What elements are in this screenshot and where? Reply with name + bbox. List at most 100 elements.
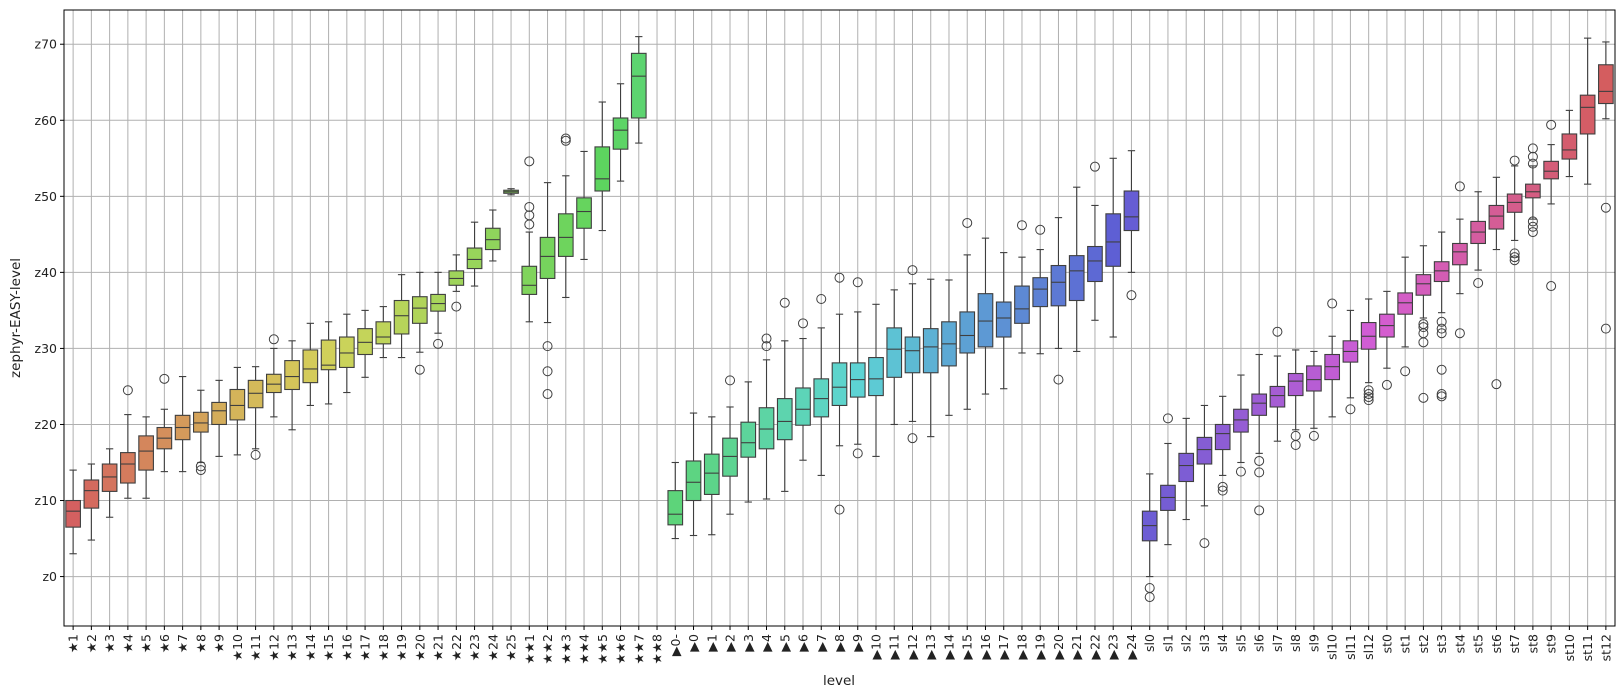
- outlier-point: [1089, 161, 1100, 172]
- box-iqr: [977, 293, 994, 348]
- box-iqr: [120, 452, 136, 484]
- outlier-point: [816, 293, 827, 304]
- outlier-point: [268, 334, 279, 345]
- box-iqr: [320, 339, 337, 371]
- outlier-point: [725, 375, 736, 386]
- box-75: [1433, 231, 1450, 402]
- x-tick-label: ▶20: [1051, 634, 1066, 660]
- outlier-point: [834, 272, 845, 283]
- x-tick-label: ▶6: [796, 634, 811, 652]
- x-tick-label: ▶22: [1087, 634, 1102, 660]
- x-tick-label: ★13: [285, 634, 300, 661]
- outlier-point: [524, 156, 535, 167]
- x-tick-label: ★9: [212, 634, 227, 653]
- outlier-point: [1509, 255, 1520, 266]
- x-tick-label: sl1: [1160, 634, 1175, 652]
- x-tick-label: ▶11: [887, 634, 902, 660]
- y-axis-label: zephyr-EASY-level: [8, 258, 24, 378]
- outlier-point: [1363, 395, 1374, 406]
- box-iqr: [1269, 385, 1286, 408]
- box-iqr: [539, 236, 556, 280]
- x-tick-label: ★15: [321, 634, 336, 661]
- box-iqr: [667, 490, 684, 526]
- box-iqr: [758, 407, 775, 450]
- outlier-point: [1509, 155, 1520, 166]
- x-axis-label: level: [823, 673, 855, 689]
- outlier-point: [761, 333, 772, 344]
- box-72: [1379, 290, 1395, 390]
- x-tick-label: ★23: [467, 634, 482, 661]
- box-iqr: [776, 398, 793, 441]
- box-49: [959, 217, 976, 410]
- x-tick-label: ▶9: [850, 634, 865, 652]
- x-tick-label: ★11: [248, 634, 263, 661]
- box-65: [1251, 353, 1268, 516]
- x-tick-label: ★16: [339, 634, 354, 661]
- outlier-point: [542, 389, 553, 400]
- x-tick-label: sl2: [1179, 634, 1194, 652]
- x-tick-label: ★6: [157, 634, 172, 653]
- box-36: [722, 375, 738, 515]
- x-tick-label: ★19: [394, 634, 409, 661]
- box-iqr: [1598, 64, 1614, 105]
- box-42: [831, 272, 848, 515]
- box-14: [320, 321, 337, 405]
- box-iqr: [795, 387, 811, 426]
- box-40: [795, 318, 811, 461]
- box-iqr: [612, 117, 629, 150]
- box-20: [430, 271, 446, 349]
- box-61: [1178, 417, 1195, 521]
- box-77: [1470, 191, 1486, 289]
- x-tick-label: st0: [1379, 634, 1394, 653]
- outlier-point: [1235, 466, 1246, 477]
- box-15: [338, 313, 355, 394]
- outlier-point: [1363, 385, 1374, 396]
- x-tick-label: ★★1: [522, 634, 537, 664]
- outlier-point: [852, 448, 863, 459]
- box-71: [1360, 298, 1377, 406]
- box-iqr: [1488, 204, 1505, 230]
- x-tick-label: ★3: [102, 634, 117, 653]
- box-iqr: [83, 479, 100, 509]
- box-33: [667, 461, 684, 540]
- outlier-point: [560, 135, 571, 146]
- outlier-point: [524, 219, 535, 230]
- x-tick-label: ★★8: [650, 634, 665, 664]
- outlier-point: [1509, 248, 1520, 259]
- box-78: [1488, 176, 1505, 390]
- x-tick-label: sl0: [1142, 634, 1157, 652]
- box-30: [612, 83, 629, 182]
- box-iqr: [1415, 274, 1432, 296]
- box-62: [1196, 404, 1213, 549]
- outlier-point: [414, 364, 425, 375]
- box-37: [740, 381, 757, 503]
- box-iqr: [722, 437, 738, 477]
- box-34: [685, 412, 702, 537]
- box-57: [1105, 157, 1122, 338]
- box-50: [977, 237, 994, 395]
- x-tick-label: ▶1: [704, 634, 719, 652]
- y-tick-label: z10: [35, 493, 58, 508]
- box-iqr: [1068, 255, 1085, 302]
- box-iqr: [1251, 393, 1268, 416]
- x-tick-label: sl9: [1306, 634, 1321, 652]
- box-7: [193, 389, 209, 476]
- x-tick-label: st4: [1452, 634, 1467, 653]
- outlier-point: [907, 265, 918, 276]
- box-0: [65, 469, 81, 555]
- outlier-point: [1527, 151, 1538, 162]
- outlier-point: [1254, 467, 1265, 478]
- outlier-point: [1254, 505, 1265, 516]
- box-iqr: [703, 453, 720, 495]
- box-51: [995, 252, 1012, 390]
- box-39: [776, 297, 793, 492]
- box-iqr: [357, 328, 373, 356]
- grid-lines: [64, 10, 1615, 626]
- outlier-point: [1418, 392, 1429, 403]
- box-8: [211, 379, 227, 457]
- outlier-point: [1254, 455, 1265, 466]
- box-81: [1543, 119, 1559, 292]
- x-tick-label: ★10: [230, 634, 245, 661]
- x-tick-label: ★7: [175, 634, 190, 653]
- outlier-point: [1272, 326, 1283, 337]
